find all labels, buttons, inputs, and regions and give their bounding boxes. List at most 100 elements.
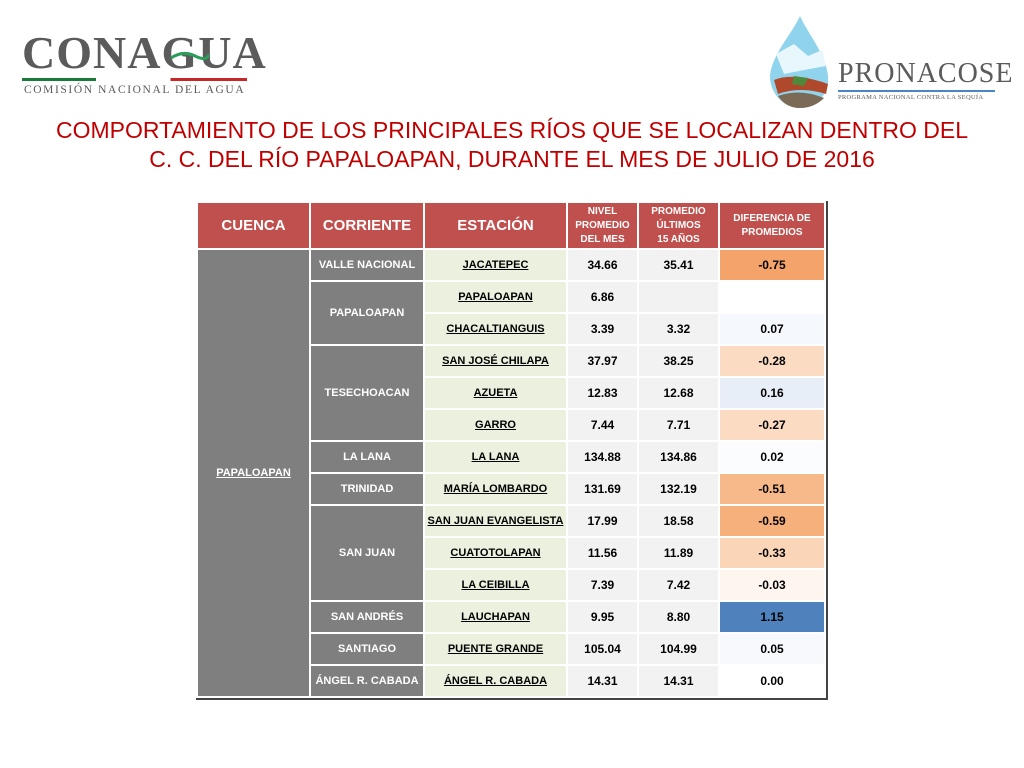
- diferencia-cell: [720, 282, 824, 312]
- table-row: TRINIDAD MARÍA LOMBARDO 131.69 132.19 -0…: [198, 474, 824, 504]
- diferencia-cell: -0.75: [720, 250, 824, 280]
- rivers-table: CUENCA CORRIENTE ESTACIÓN NIVEL PROMEDIO…: [196, 201, 828, 700]
- estacion-link[interactable]: LA LANA: [425, 442, 566, 472]
- diferencia-cell: -0.59: [720, 506, 824, 536]
- header-promedio-line-2: ÚLTIMOS: [656, 219, 701, 231]
- table-row: LA LANA LA LANA 134.88 134.86 0.02: [198, 442, 824, 472]
- header-nivel-line-2: PROMEDIO: [575, 219, 630, 231]
- promedio-cell: 38.25: [639, 346, 718, 376]
- corriente-cell: PAPALOAPAN: [311, 282, 423, 344]
- promedio-cell: 12.68: [639, 378, 718, 408]
- header-estacion: ESTACIÓN: [425, 203, 566, 248]
- table-row: CHACALTIANGUIS 3.39 3.32 0.07: [198, 314, 824, 344]
- header-corriente: CORRIENTE: [311, 203, 423, 248]
- diferencia-cell: 0.07: [720, 314, 824, 344]
- cuenca-cell: PAPALOAPAN: [198, 250, 309, 696]
- header-promedio-line-3: 15 AÑOS: [657, 233, 700, 245]
- nivel-cell: 7.44: [568, 410, 637, 440]
- pronacose-underline: [838, 90, 995, 92]
- header-nivel-line-1: NIVEL: [587, 205, 618, 217]
- corriente-cell: TRINIDAD: [311, 474, 423, 504]
- diferencia-cell: 0.00: [720, 666, 824, 696]
- nivel-cell: 7.39: [568, 570, 637, 600]
- estacion-link[interactable]: ÁNGEL R. CABADA: [425, 666, 566, 696]
- table-row: AZUETA 12.83 12.68 0.16: [198, 378, 824, 408]
- rivers-table-wrapper: CUENCA CORRIENTE ESTACIÓN NIVEL PROMEDIO…: [196, 201, 828, 700]
- table-row: GARRO 7.44 7.71 -0.27: [198, 410, 824, 440]
- diferencia-cell: -0.28: [720, 346, 824, 376]
- promedio-cell: 7.42: [639, 570, 718, 600]
- promedio-cell: 134.86: [639, 442, 718, 472]
- estacion-link[interactable]: JACATEPEC: [425, 250, 566, 280]
- header-diferencia: DIFERENCIA DE PROMEDIOS: [720, 203, 824, 248]
- promedio-cell: 3.32: [639, 314, 718, 344]
- table-row: TESECHOACAN SAN JOSÉ CHILAPA 37.97 38.25…: [198, 346, 824, 440]
- estacion-link[interactable]: LA CEIBILLA: [425, 570, 566, 600]
- estacion-link[interactable]: MARÍA LOMBARDO: [425, 474, 566, 504]
- wave-icon: [170, 51, 209, 61]
- page-title: COMPORTAMIENTO DE LOS PRINCIPALES RÍOS Q…: [20, 116, 1004, 174]
- corriente-cell: SAN ANDRÉS: [311, 602, 423, 632]
- table-row: SAN JUAN SAN JUAN EVANGELISTA 17.99 18.5…: [198, 506, 824, 600]
- nivel-cell: 105.04: [568, 634, 637, 664]
- nivel-cell: 34.66: [568, 250, 637, 280]
- diferencia-cell: -0.51: [720, 474, 824, 504]
- header-nivel-line-3: DEL MES: [580, 233, 625, 245]
- promedio-cell: 35.41: [639, 250, 718, 280]
- pronacose-logo: PRONACOSE PROGRAMA NACIONAL CONTRA LA SE…: [764, 14, 1012, 114]
- promedio-cell: 14.31: [639, 666, 718, 696]
- promedio-cell: 132.19: [639, 474, 718, 504]
- header-nivel: NIVEL PROMEDIO DEL MES: [568, 203, 637, 248]
- table-row: LA CEIBILLA 7.39 7.42 -0.03: [198, 570, 824, 600]
- promedio-cell: 11.89: [639, 538, 718, 568]
- corriente-cell: SAN JUAN: [311, 506, 423, 600]
- header-promedio-line-1: PROMEDIO: [651, 205, 706, 217]
- nivel-cell: 37.97: [568, 346, 637, 376]
- diferencia-cell: -0.27: [720, 410, 824, 440]
- header-diferencia-line-1: DIFERENCIA DE: [733, 212, 811, 224]
- nivel-cell: 3.39: [568, 314, 637, 344]
- nivel-cell: 6.86: [568, 282, 637, 312]
- nivel-cell: 14.31: [568, 666, 637, 696]
- estacion-link[interactable]: AZUETA: [425, 378, 566, 408]
- diferencia-cell: 0.16: [720, 378, 824, 408]
- title-line-1: COMPORTAMIENTO DE LOS PRINCIPALES RÍOS Q…: [55, 117, 969, 143]
- diferencia-cell: 0.05: [720, 634, 824, 664]
- table-row: SANTIAGO PUENTE GRANDE 105.04 104.99 0.0…: [198, 634, 824, 664]
- header-diferencia-line-2: PROMEDIOS: [741, 226, 803, 238]
- promedio-cell: 7.71: [639, 410, 718, 440]
- promedio-cell: 8.80: [639, 602, 718, 632]
- estacion-link[interactable]: GARRO: [425, 410, 566, 440]
- table-row: SAN ANDRÉS LAUCHAPAN 9.95 8.80 1.15: [198, 602, 824, 632]
- nivel-cell: 17.99: [568, 506, 637, 536]
- estacion-link[interactable]: SAN JUAN EVANGELISTA: [425, 506, 566, 536]
- estacion-link[interactable]: PUENTE GRANDE: [425, 634, 566, 664]
- title-line-2: C. C. DEL RÍO PAPALOAPAN, DURANTE EL MES…: [149, 146, 875, 172]
- nivel-cell: 134.88: [568, 442, 637, 472]
- conagua-wordmark: CONAGUA: [22, 27, 267, 78]
- table-row: ÁNGEL R. CABADA ÁNGEL R. CABADA 14.31 14…: [198, 666, 824, 696]
- estacion-link[interactable]: LAUCHAPAN: [425, 602, 566, 632]
- table-row: PAPALOAPAN PAPALOAPAN 6.86: [198, 282, 824, 344]
- corriente-cell: SANTIAGO: [311, 634, 423, 664]
- nivel-cell: 12.83: [568, 378, 637, 408]
- estacion-link[interactable]: PAPALOAPAN: [425, 282, 566, 312]
- table-row: PAPALOAPAN VALLE NACIONAL JACATEPEC 34.6…: [198, 250, 824, 696]
- diferencia-cell: 1.15: [720, 602, 824, 632]
- pronacose-subtitle: PROGRAMA NACIONAL CONTRA LA SEQUÍA: [838, 94, 984, 101]
- corriente-cell: ÁNGEL R. CABADA: [311, 666, 423, 696]
- header-promedio: PROMEDIO ÚLTIMOS 15 AÑOS: [639, 203, 718, 248]
- estacion-link[interactable]: SAN JOSÉ CHILAPA: [425, 346, 566, 376]
- promedio-cell: 18.58: [639, 506, 718, 536]
- conagua-subtitle: COMISIÓN NACIONAL DEL AGUA: [24, 84, 246, 96]
- flag-stripe: [22, 78, 247, 81]
- corriente-cell: LA LANA: [311, 442, 423, 472]
- promedio-cell: [639, 282, 718, 312]
- pronacose-wordmark: PRONACOSE: [838, 58, 1014, 89]
- nivel-cell: 131.69: [568, 474, 637, 504]
- nivel-cell: 11.56: [568, 538, 637, 568]
- estacion-link[interactable]: CUATOTOLAPAN: [425, 538, 566, 568]
- estacion-link[interactable]: CHACALTIANGUIS: [425, 314, 566, 344]
- conagua-logo: CONAGUA COMISIÓN NACIONAL DEL AGUA: [22, 30, 266, 96]
- header-cuenca: CUENCA: [198, 203, 309, 248]
